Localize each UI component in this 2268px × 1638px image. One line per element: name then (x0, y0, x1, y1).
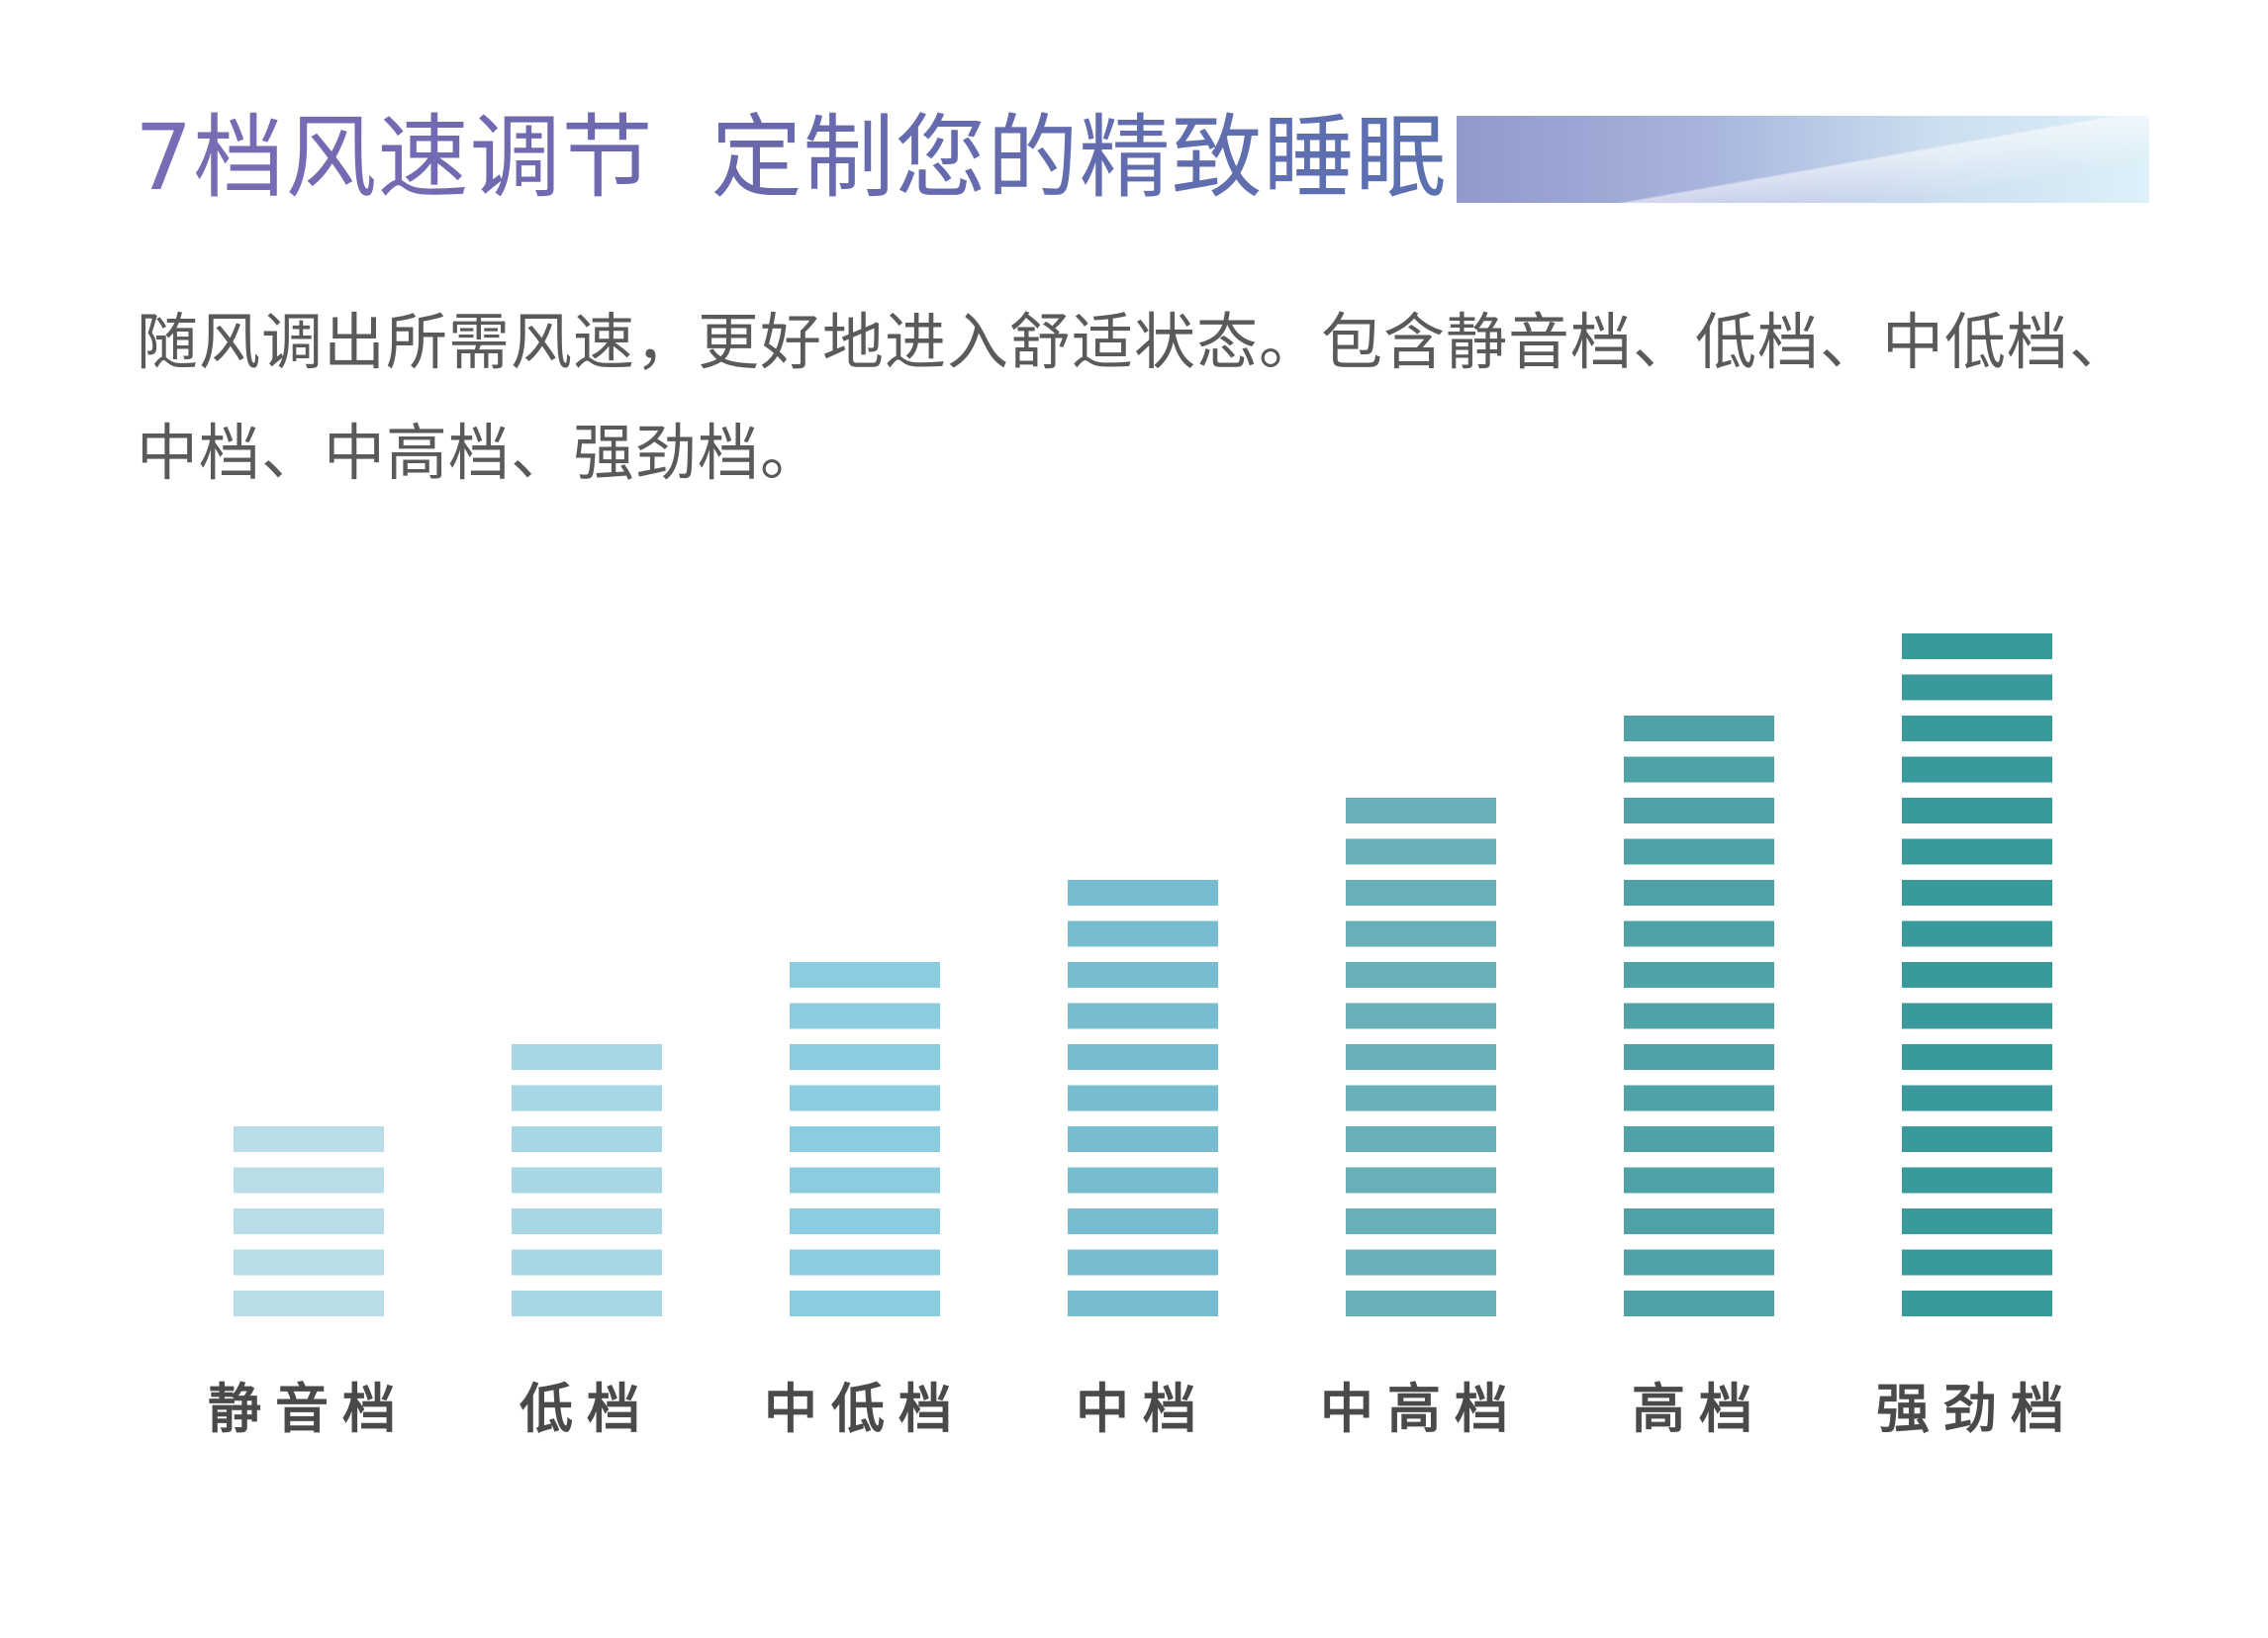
bar-7 (1902, 633, 2052, 1316)
category-labels: 静音档 低档 中低档 中档 中高档 高档 强劲档 (208, 1378, 2078, 1440)
bar-segment (1624, 1291, 1774, 1316)
bar-2 (512, 1044, 662, 1316)
title-gradient-band (1457, 116, 2149, 203)
bar-groups (234, 633, 2052, 1316)
category-label: 中低档 (764, 1378, 966, 1440)
bar-segment (1624, 1044, 1774, 1070)
bar-segment (1902, 1003, 2052, 1029)
bar-segment (234, 1208, 384, 1234)
bar-segment (512, 1126, 662, 1152)
bar-segment (1624, 1085, 1774, 1111)
description-text: 随风调出所需风速，更好地进入舒适状态。包含静音档、低档、中低档、中档、中高档、强… (137, 306, 2132, 489)
bar-segment (1624, 1208, 1774, 1234)
bar-segment (234, 1249, 384, 1276)
bar-segment (1902, 1208, 2052, 1234)
page-title: 7档风速调节 定制您的精致睡眠 (135, 99, 1448, 218)
bar-segment (1902, 1249, 2052, 1276)
bar-segment (1346, 1208, 1496, 1234)
bar-segment (1346, 798, 1496, 823)
bar-1 (234, 1126, 384, 1316)
bar-segment (1068, 1044, 1218, 1070)
bar-segment (1902, 674, 2052, 701)
bar-segment (1902, 838, 2052, 865)
bar-segment (1068, 920, 1218, 947)
bar-segment (1624, 756, 1774, 783)
bar-segment (234, 1167, 384, 1194)
bar-segment (1346, 1291, 1496, 1316)
bar-segment (790, 1167, 940, 1194)
bar-segment (512, 1044, 662, 1070)
bar-segment (790, 1126, 940, 1152)
bar-segment (1902, 756, 2052, 783)
bar-segment (1624, 798, 1774, 823)
bar-segment (1624, 1003, 1774, 1029)
bar-segment (1068, 1003, 1218, 1029)
bar-segment (1624, 962, 1774, 988)
bar-segment (1902, 716, 2052, 741)
bar-segment (1068, 1167, 1218, 1194)
bar-segment (1068, 962, 1218, 988)
bar-segment (1624, 1126, 1774, 1152)
bar-segment (1902, 1044, 2052, 1070)
bar-segment (1624, 1249, 1774, 1276)
category-label: 高档 (1632, 1378, 1766, 1440)
bar-segment (1902, 1291, 2052, 1316)
bar-segment (512, 1291, 662, 1316)
bar-segment (1902, 880, 2052, 906)
bar-segment (790, 962, 940, 988)
wind-speed-chart: 静音档 低档 中低档 中档 中高档 高档 强劲档 (208, 633, 2078, 1440)
category-label: 静音档 (208, 1378, 410, 1440)
bar-segment (512, 1249, 662, 1276)
bar-segment (790, 1003, 940, 1029)
bar-segment (1624, 920, 1774, 947)
bar-segment (234, 1291, 384, 1316)
bar-segment (1624, 880, 1774, 906)
bar-segment (1068, 1208, 1218, 1234)
bar-segment (1068, 1249, 1218, 1276)
bar-segment (1346, 962, 1496, 988)
bar-3 (790, 962, 940, 1316)
bar-segment (512, 1167, 662, 1194)
category-label: 低档 (520, 1378, 654, 1440)
bar-5 (1346, 798, 1496, 1316)
bar-segment (1068, 1291, 1218, 1316)
bar-segment (234, 1126, 384, 1152)
bar-segment (1624, 716, 1774, 741)
bar-segment (1902, 1167, 2052, 1194)
bar-segment (512, 1085, 662, 1111)
bar-segment (1068, 1085, 1218, 1111)
bar-segment (1624, 1167, 1774, 1194)
bar-segment (790, 1044, 940, 1070)
bar-segment (1902, 962, 2052, 988)
bar-segment (512, 1208, 662, 1234)
category-label: 中高档 (1320, 1378, 1522, 1440)
title-part-2: 定制您的精致睡眠 (710, 105, 1448, 211)
bar-segment (1346, 880, 1496, 906)
bar-6 (1624, 716, 1774, 1316)
bar-segment (1902, 1085, 2052, 1111)
bar-segment (1068, 1126, 1218, 1152)
bar-4 (1068, 880, 1218, 1316)
bar-segment (1346, 838, 1496, 865)
category-label: 中档 (1076, 1378, 1210, 1440)
bar-segment (1346, 1003, 1496, 1029)
bar-segment (1346, 1167, 1496, 1194)
bar-segment (1346, 920, 1496, 947)
category-label: 强劲档 (1876, 1378, 2078, 1440)
bar-segment (790, 1085, 940, 1111)
bar-segment (1902, 633, 2052, 659)
bar-segment (790, 1208, 940, 1234)
bar-segment (1346, 1044, 1496, 1070)
bar-segment (1624, 838, 1774, 865)
bar-segment (1346, 1249, 1496, 1276)
bar-segment (1902, 1126, 2052, 1152)
bar-segment (1068, 880, 1218, 906)
bar-segment (1346, 1085, 1496, 1111)
bar-segment (1902, 920, 2052, 947)
bar-segment (790, 1249, 940, 1276)
bar-segment (1346, 1126, 1496, 1152)
title-part-1: 7档风速调节 (135, 105, 654, 211)
bar-segment (1902, 798, 2052, 823)
bar-segment (790, 1291, 940, 1316)
